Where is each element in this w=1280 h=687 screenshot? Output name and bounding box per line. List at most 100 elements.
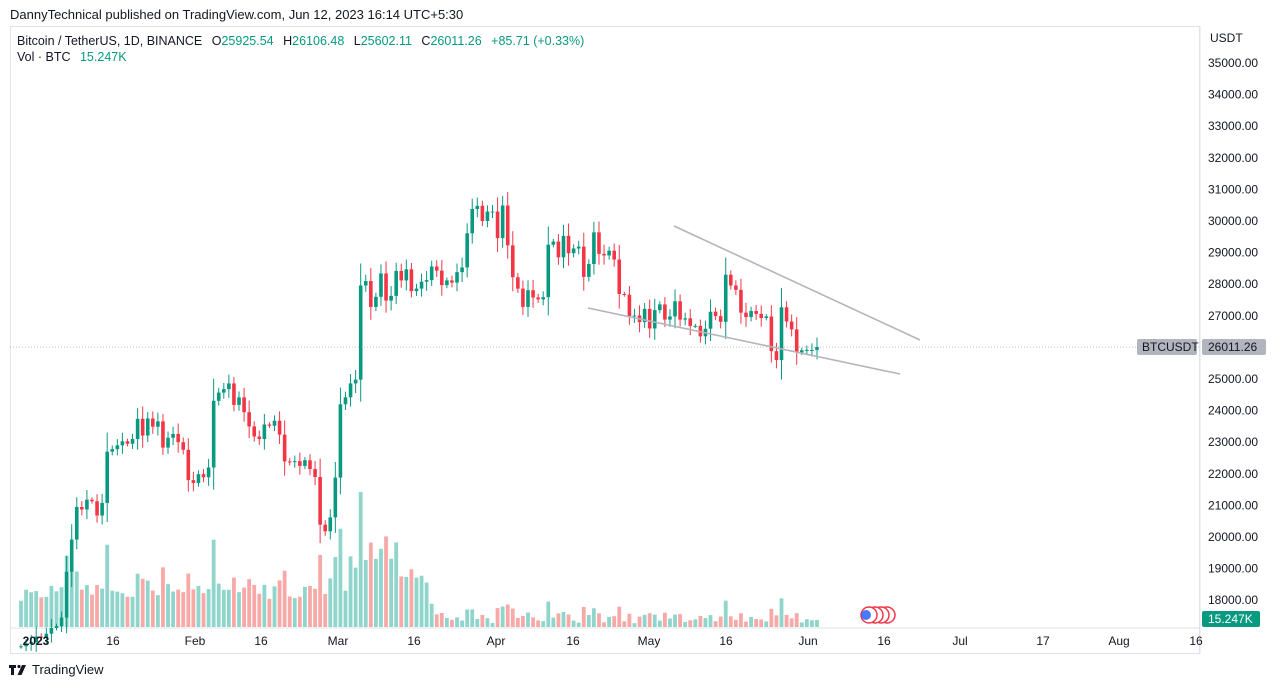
volume-bar	[759, 619, 764, 627]
candle-body	[216, 392, 221, 401]
candle-body	[272, 420, 277, 426]
candle-body	[450, 280, 454, 283]
volume-bar	[592, 608, 596, 627]
candle-body	[475, 205, 480, 209]
price-axis: USDT 35000.00 34000.00 33000.00 32000.00 3100…	[1137, 31, 1266, 627]
volume-bar	[774, 615, 779, 627]
candle-body	[105, 451, 109, 503]
volume-bar	[363, 560, 368, 627]
candle-body	[69, 539, 74, 572]
volume-bar	[652, 614, 657, 627]
candle-body	[328, 517, 333, 532]
volume-bar	[69, 569, 74, 627]
high-value: 26106.48	[292, 34, 345, 48]
candle-body	[262, 424, 267, 440]
price-tick-label: 28000.00	[1208, 277, 1258, 291]
volume-bar	[140, 578, 145, 627]
volume-bar	[282, 570, 287, 627]
candle-body	[521, 288, 525, 307]
candle-body	[419, 281, 424, 289]
volume-bar	[749, 616, 753, 627]
candle-body	[794, 329, 799, 353]
volume-bar	[566, 614, 571, 627]
upper-trendline	[673, 225, 921, 341]
volume-bar	[429, 603, 434, 627]
volume-bar	[29, 592, 34, 627]
candle-body	[445, 280, 449, 286]
flag-icon	[861, 610, 871, 620]
volume-bar	[237, 592, 241, 627]
price-grid	[10, 26, 1201, 654]
volume-bar	[353, 567, 358, 627]
footer-brand[interactable]: TradingView	[9, 662, 104, 677]
volume-bar	[216, 583, 221, 627]
time-tick-label: Apr	[487, 634, 506, 648]
price-tick-label: 31000.00	[1208, 182, 1258, 196]
candle-body	[333, 477, 338, 518]
candle-body	[308, 460, 312, 470]
candle-body	[713, 311, 718, 317]
candle-body	[374, 296, 378, 307]
candle-body	[95, 501, 99, 516]
volume-bar	[384, 536, 388, 627]
candle-body	[206, 467, 211, 478]
volume-bar	[135, 573, 140, 627]
volume-bar	[470, 609, 475, 627]
candle-body	[500, 205, 505, 239]
candle-body	[688, 318, 693, 326]
volume-bar	[439, 612, 444, 627]
candle-body	[779, 307, 784, 361]
volume-bar	[257, 593, 262, 627]
volume-bar	[221, 589, 226, 627]
volume-bar	[713, 621, 718, 627]
volume-bar	[627, 613, 632, 627]
volume-bar	[161, 567, 165, 627]
candle-body	[358, 285, 363, 380]
volume-bar	[191, 589, 196, 627]
time-axis: 2023 16 Feb 16 Mar 16 Apr 16 May 16 Jun 16 Jul 17 Aug 1…	[23, 634, 1203, 648]
volume-bar	[59, 587, 64, 627]
trendlines	[587, 225, 921, 375]
volume-bar	[723, 600, 728, 627]
volume-bar	[155, 595, 160, 627]
candle-body	[759, 313, 764, 319]
time-tick-label: Jul	[952, 634, 967, 648]
time-tick-label: Mar	[328, 634, 349, 648]
candle-body	[298, 461, 302, 466]
volume-bar	[110, 590, 115, 627]
candle-body	[536, 297, 540, 300]
symbol-title[interactable]: Bitcoin / TetherUS, 1D, BINANCE	[17, 34, 203, 48]
volume-bar	[242, 587, 246, 627]
price-tick-label: 33000.00	[1208, 119, 1258, 133]
volume-bar	[505, 604, 510, 627]
open-label: O	[211, 34, 222, 48]
candle-body	[678, 301, 682, 320]
candle-body	[729, 274, 733, 286]
candle-body	[510, 245, 515, 278]
last-price-label: 26011.26	[1208, 340, 1257, 354]
candle-body	[181, 442, 186, 450]
candle-body	[166, 437, 170, 448]
price-tick-label: 18000.00	[1208, 593, 1258, 607]
candle-body	[723, 274, 728, 322]
candle-body	[110, 449, 115, 452]
volume-bar	[100, 588, 105, 627]
candle-body	[343, 397, 348, 405]
candle-body	[460, 267, 464, 273]
candle-body	[708, 311, 713, 329]
volume-bar	[328, 578, 333, 627]
candle-body	[465, 233, 469, 268]
volume-bar	[206, 589, 211, 627]
volume-bar	[39, 597, 44, 627]
candle-body	[602, 253, 606, 256]
candle-body	[546, 244, 551, 298]
volume-bar	[171, 591, 175, 627]
candle-body	[455, 272, 459, 283]
candle-body	[617, 259, 622, 294]
candle-body	[718, 316, 723, 322]
volume-bar	[125, 596, 130, 627]
time-tick-label: Feb	[185, 634, 206, 648]
volume-bar	[277, 580, 282, 627]
candle-body	[774, 351, 779, 361]
